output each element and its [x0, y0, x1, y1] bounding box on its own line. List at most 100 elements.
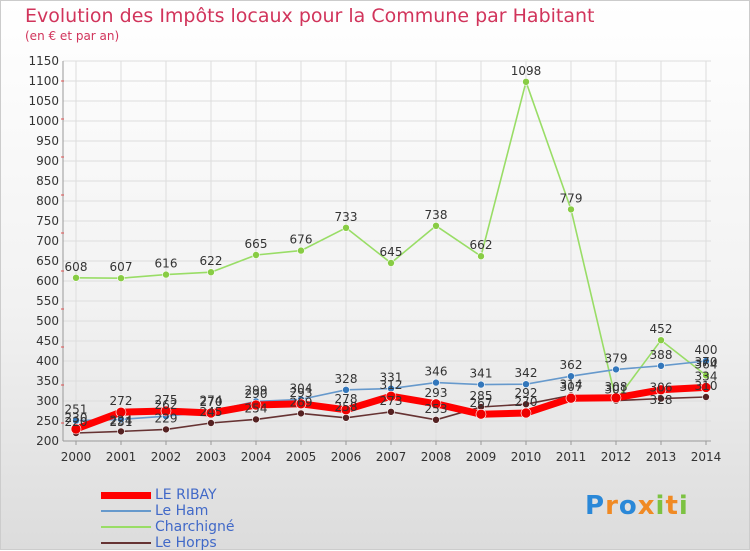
data-label: 328 — [650, 393, 673, 407]
data-label: 251 — [110, 415, 133, 429]
x-tick-label: 2002 — [151, 450, 182, 464]
data-point-le-ribay — [610, 392, 622, 404]
data-point-charchign- — [522, 78, 530, 86]
data-label: 274 — [200, 393, 223, 407]
data-point-le-ribay — [70, 423, 82, 435]
legend-item-le-ham: Le Ham — [101, 503, 235, 519]
data-label: 328 — [335, 372, 358, 386]
axes: 200 250 300 350 400 450 500 550 600 650 700 750 800 8… — [28, 54, 721, 464]
data-point-le-ham — [567, 372, 575, 381]
data-label: 662 — [470, 238, 493, 252]
data-point-charchign- — [387, 259, 395, 267]
data-label: 254 — [245, 401, 268, 415]
data-label: 452 — [650, 322, 673, 336]
x-tick-label: 2012 — [601, 450, 632, 464]
y-tick-label: 650 — [36, 254, 59, 268]
legend-label: Charchigné — [155, 519, 235, 535]
logo-letter: r — [605, 491, 619, 521]
y-tick-label: 350 — [36, 374, 59, 388]
data-label: 341 — [470, 367, 493, 381]
data-point-le-ribay — [295, 398, 307, 410]
data-point-le-ham — [657, 361, 665, 370]
data-point-le-horps — [162, 425, 170, 434]
data-label: 665 — [245, 237, 268, 251]
logo-letter: i — [655, 491, 666, 521]
data-point-le-horps — [117, 427, 125, 436]
logo-letter: i — [678, 491, 689, 521]
legend: LE RIBAY Le Ham Charchigné Le Horps — [101, 487, 235, 551]
data-point-le-ham — [522, 380, 530, 389]
chart-subtitle: (en € et par an) — [25, 29, 120, 43]
data-point-charchign- — [567, 205, 575, 214]
data-point-le-horps — [657, 394, 665, 403]
x-tick-label: 2001 — [106, 450, 137, 464]
data-point-le-horps — [207, 419, 215, 427]
data-label: 272 — [110, 394, 133, 408]
data-label: 273 — [380, 394, 403, 408]
data-label: 301 — [605, 383, 628, 397]
data-point-le-horps — [432, 415, 440, 424]
data-point-le-ribay — [520, 407, 532, 419]
data-point-le-ribay — [475, 408, 487, 420]
series-points — [70, 78, 712, 437]
data-label: 738 — [425, 208, 448, 222]
data-point-le-ham — [612, 365, 620, 374]
data-point-le-horps — [252, 415, 260, 424]
data-label: 733 — [335, 210, 358, 224]
data-label: 253 — [425, 402, 448, 416]
logo-letter: x — [637, 491, 656, 521]
data-label: 645 — [380, 245, 403, 259]
data-label: 312 — [380, 378, 403, 392]
data-label: 364 — [695, 357, 718, 371]
data-point-le-ribay — [250, 399, 262, 411]
y-tick-label: 1050 — [28, 94, 59, 108]
data-label: 331 — [380, 371, 403, 385]
y-tick-label: 250 — [36, 414, 59, 428]
data-label: 275 — [155, 393, 178, 407]
data-point-charchign- — [297, 246, 305, 255]
logo-letter: P — [585, 491, 606, 521]
data-label: 220 — [65, 415, 88, 429]
data-label: 362 — [560, 358, 583, 372]
data-point-le-ham — [432, 378, 440, 387]
data-point-charchign- — [342, 224, 350, 232]
data-point-charchign- — [657, 336, 665, 345]
data-point-charchign- — [207, 268, 215, 277]
data-label: 400 — [695, 343, 718, 357]
y-tick-label: 900 — [36, 154, 59, 168]
x-tick-label: 2008 — [421, 450, 452, 464]
data-point-le-horps — [387, 407, 395, 416]
data-label: 278 — [335, 392, 358, 406]
y-tick-label: 1000 — [28, 114, 59, 128]
data-label: 676 — [290, 233, 313, 247]
y-tick-label: 750 — [36, 214, 59, 228]
data-point-le-ribay — [430, 398, 442, 410]
y-tick-label: 400 — [36, 354, 59, 368]
data-point-le-ribay — [700, 382, 712, 393]
y-tick-label: 450 — [36, 334, 59, 348]
data-label: 270 — [200, 395, 223, 409]
data-point-charchign- — [162, 270, 170, 279]
data-point-charchign- — [702, 371, 710, 380]
legend-swatch — [101, 510, 151, 512]
data-label: 290 — [245, 387, 268, 401]
data-point-le-ribay — [565, 392, 577, 404]
data-point-le-ham — [477, 380, 485, 389]
data-label: 379 — [605, 351, 628, 365]
y-tick-label: 1150 — [28, 54, 59, 68]
data-label: 388 — [650, 348, 673, 362]
data-label: 307 — [560, 380, 583, 394]
data-label: 616 — [155, 257, 178, 271]
data-label: 334 — [695, 369, 718, 383]
data-point-le-ribay — [205, 407, 217, 419]
data-label: 251 — [65, 403, 88, 417]
data-label: 245 — [200, 405, 223, 419]
data-point-le-horps — [342, 413, 350, 422]
data-label: 229 — [155, 411, 178, 425]
data-point-charchign- — [252, 251, 260, 259]
data-label: 346 — [425, 365, 448, 379]
y-tick-label: 850 — [36, 174, 59, 188]
legend-item-le-horps: Le Horps — [101, 535, 235, 551]
x-tick-label: 2010 — [511, 450, 542, 464]
data-label: 304 — [290, 381, 313, 395]
